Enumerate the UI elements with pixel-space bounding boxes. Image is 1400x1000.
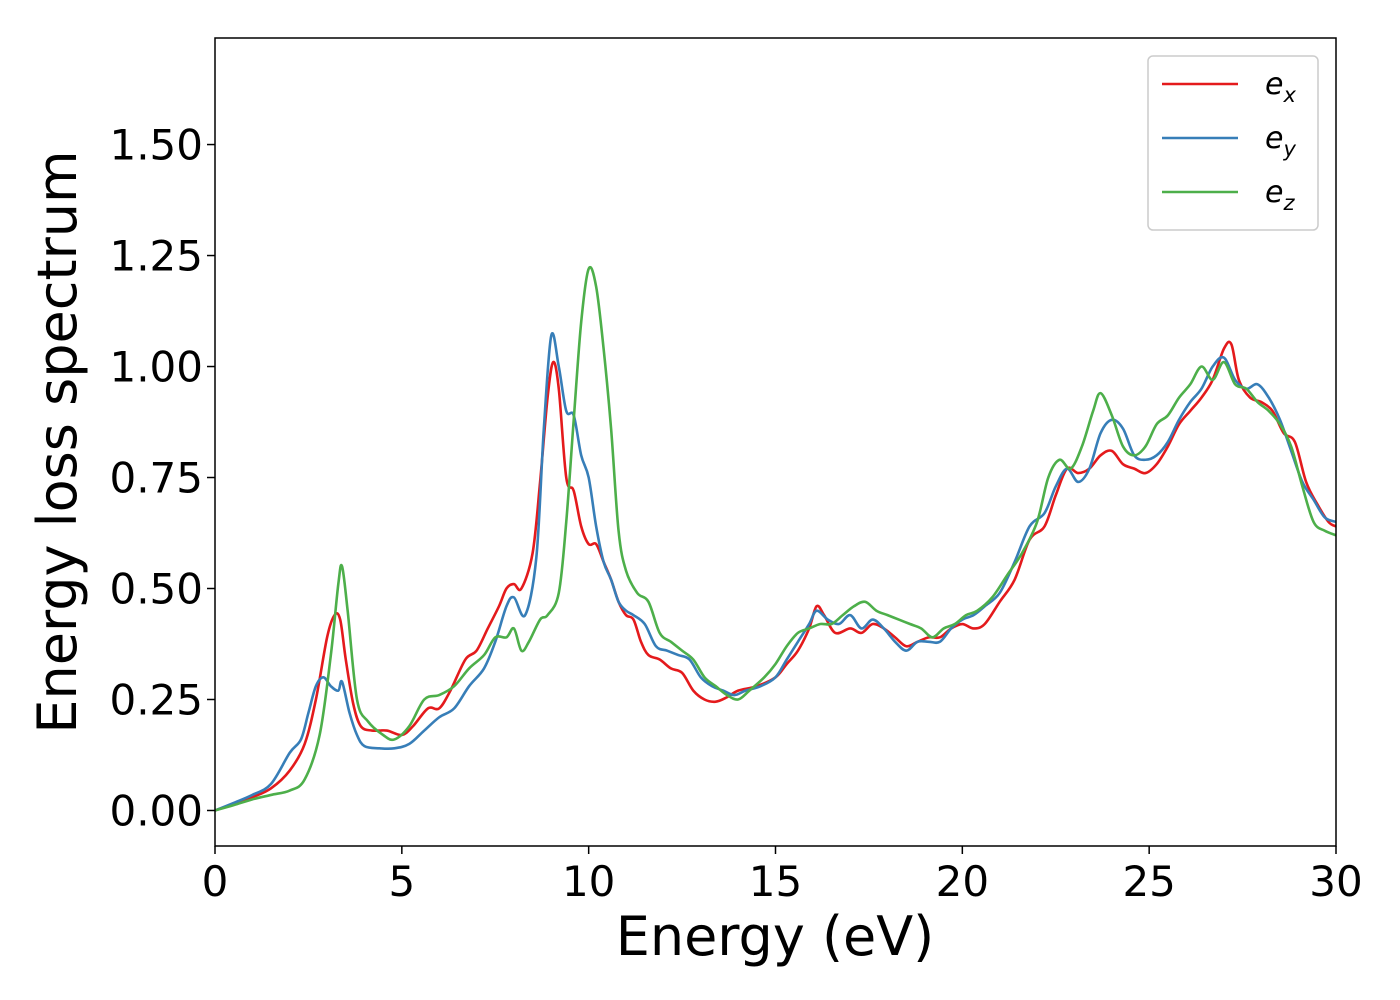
series-line-y — [215, 331, 1336, 812]
legend-box — [1147, 55, 1319, 231]
series-line-x — [215, 340, 1336, 812]
y-axis: 0.00 0.25 0.50 0.75 1.00 1.25 1.50 — [109, 121, 215, 835]
y-tick-label: 0.25 — [109, 675, 203, 724]
x-tick-label: 15 — [749, 857, 802, 906]
x-axis: 0 5 10 15 20 25 30 — [202, 846, 1363, 906]
x-tick-label: 20 — [936, 857, 989, 906]
x-tick-label: 5 — [388, 857, 415, 906]
y-tick-label: 0.50 — [109, 565, 203, 614]
x-tick-label: 25 — [1122, 857, 1175, 906]
y-tick-label: 1.50 — [109, 121, 203, 170]
y-tick-label: 0.75 — [109, 454, 203, 503]
y-tick-label: 0.00 — [109, 786, 203, 835]
x-axis-title: Energy (eV) — [616, 905, 935, 968]
legend-label-z: ez — [1265, 175, 1295, 215]
legend-label-x: ex — [1265, 67, 1296, 107]
y-tick-label: 1.00 — [109, 343, 203, 392]
legend: ex ey ez — [1147, 55, 1319, 231]
legend-label-y: ey — [1265, 121, 1296, 161]
y-axis-title: Energy loss spectrum — [26, 150, 89, 733]
y-tick-label: 1.25 — [109, 232, 203, 281]
x-tick-label: 10 — [562, 857, 615, 906]
series-layer — [215, 265, 1336, 812]
series-line-z — [215, 265, 1336, 812]
x-tick-label: 30 — [1309, 857, 1362, 906]
x-tick-label: 0 — [202, 857, 229, 906]
